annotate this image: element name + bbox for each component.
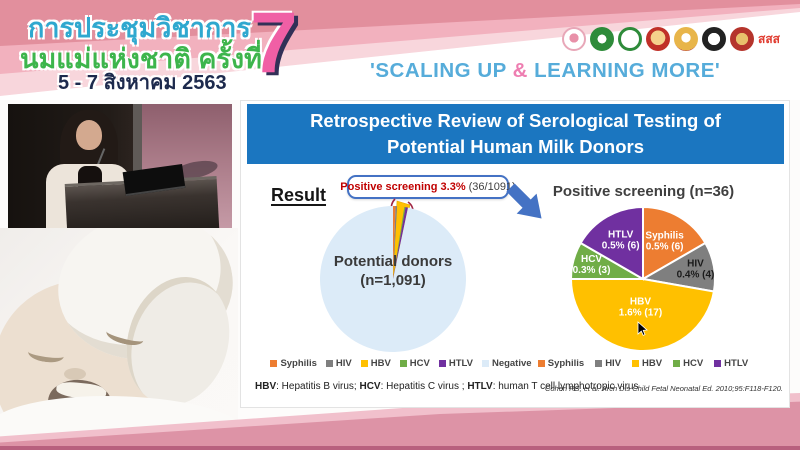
pie-slice-hbv (393, 206, 405, 279)
black-seal-logo-icon (702, 27, 726, 51)
bottom-edge-line (0, 446, 800, 450)
legend-swatch-syphilis (270, 360, 278, 367)
legend-swatch-hiv (595, 360, 603, 367)
pie-slice-syphilis (393, 206, 396, 279)
pie-slice-hcv (393, 206, 406, 279)
donors-legend: Syphilis HIV HBV HCV HTLV Negative (261, 358, 541, 369)
legend-label: Negative (491, 358, 532, 369)
green-seal-logo-icon (618, 27, 642, 51)
pie-label-hcv: HCV 0.3% (3) (573, 254, 611, 276)
pie-label-hiv: HIV 0.4% (4) (677, 259, 715, 281)
legend-swatch-hbv (632, 360, 640, 367)
legend-swatch-syphilis (537, 360, 545, 367)
legend-item-hiv: HIV (325, 358, 352, 369)
mother-child-logo-icon (562, 27, 586, 51)
positive-legend: Syphilis HIV HBV HCV HTLV (537, 358, 748, 369)
legend-label: Syphilis (280, 358, 317, 369)
legend-swatch-hcv (673, 360, 681, 367)
legend-label: HBV (370, 358, 391, 369)
positive-screening-title: Positive screening (n=36) (552, 183, 735, 200)
gold-crown-emblem-icon (674, 27, 698, 51)
cursor-arrow (637, 321, 648, 336)
presenter-video (8, 104, 232, 228)
pie-label-syphilis: Syphilis 0.5% (6) (645, 231, 684, 253)
positive-pie-chart: Syphilis 0.5% (6) HIV 0.4% (4) HBV 1.6% (17) H… (569, 205, 716, 352)
presenter-face (76, 120, 102, 150)
hbv-abbr: HBV (255, 381, 277, 392)
green-medical-logo-icon (590, 27, 614, 51)
legend-label: Syphilis (547, 358, 585, 369)
donors-label-line1: Potential donors (333, 253, 453, 270)
donors-pie-chart (320, 206, 466, 352)
legend-swatch-negative (481, 360, 489, 367)
pie-slice-htlv (579, 205, 644, 281)
conference-title-thai: การประชุมวิชาการ (28, 13, 251, 43)
legend-label: HTLV (448, 358, 473, 369)
red-gold-emblem-icon (646, 27, 670, 51)
baby-nose (64, 368, 86, 380)
legend-label: HIV (605, 358, 622, 369)
legend-label: HIV (335, 358, 352, 369)
red-seal-logo-icon (730, 27, 754, 51)
conference-date: 5 - 7 สิงหาคม 2563 (58, 72, 227, 94)
htlv-abbr: HTLV (467, 381, 493, 392)
htlv-text: : human T cell lymphotropic virus (492, 381, 639, 392)
slide-title-bar: Retrospective Review of Serological Test… (247, 104, 784, 164)
hcv-text: : Hepatitis C virus ; (380, 381, 468, 392)
donors-label-line2: (n=1,091) (360, 271, 426, 289)
stage-column (133, 104, 143, 228)
slide-panel: Retrospective Review of Serological Test… (240, 100, 790, 408)
hcv-abbr: HCV (359, 381, 381, 392)
legend-item-hcv: HCV (673, 358, 703, 369)
donors-center-label: Potential donors (n=1,091) (313, 253, 473, 291)
citation-text: Cohen RS, et al. Arch Dis Child Fetal Ne… (544, 384, 783, 393)
legend-swatch-htlv (714, 360, 722, 367)
legend-item-negative: Negative (481, 358, 532, 369)
tagline-open: 'SCALING UP (370, 59, 513, 82)
legend-swatch-htlv (438, 360, 446, 367)
conference-tagline: 'SCALING UP & LEARNING MORE' (370, 59, 795, 83)
pie-slice-negative (320, 206, 466, 352)
legend-swatch-hbv (360, 360, 368, 367)
pie-slice-hiv (393, 206, 398, 279)
legend-item-htlv: HTLV (438, 358, 473, 369)
legend-item-hiv: HIV (595, 358, 621, 369)
conference-header-banner: การประชุมวิชาการ นมแม่แห่งชาติ ครั้งที่ … (0, 0, 800, 100)
hbv-text: : Hepatitis B virus; (276, 381, 360, 392)
legend-label: HTLV (724, 358, 749, 369)
legend-swatch-hiv (325, 360, 333, 367)
edition-number: 7 (250, 0, 298, 91)
legend-label: HCV (409, 358, 430, 369)
conference-subtitle-thai: นมแม่แห่งชาติ ครั้งที่ (20, 44, 262, 74)
tagline-ampersand: & (512, 59, 528, 82)
legend-item-syphilis: Syphilis (537, 358, 585, 369)
mouse-cursor-icon (637, 321, 648, 336)
sponsor-logos: สสส (562, 27, 780, 51)
legend-item-hbv: HBV (360, 358, 391, 369)
legend-label: HBV (642, 358, 663, 369)
pie-label-htlv: HTLV 0.5% (6) (602, 229, 640, 251)
pie-slice-hbv (569, 278, 716, 352)
legend-item-htlv: HTLV (714, 358, 748, 369)
pie-label-hbv: HBV 1.6% (17) (619, 297, 662, 319)
positive-screening-callout: Positive screening 3.3% (36/1091) (340, 175, 516, 199)
sss-text-logo: สสส (758, 32, 780, 46)
legend-item-hbv: HBV (632, 358, 662, 369)
callout-detail-text: (36/1091) (468, 181, 516, 193)
tagline-close: LEARNING MORE' (527, 59, 721, 82)
legend-item-hcv: HCV (399, 358, 430, 369)
abbreviation-footnote: HBV: Hepatitis B virus; HCV: Hepatitis C… (255, 381, 639, 392)
callout-highlight-text: Positive screening 3.3% (340, 181, 466, 193)
legend-label: HCV (683, 358, 704, 369)
legend-item-syphilis: Syphilis (270, 358, 317, 369)
result-heading: Result (271, 185, 327, 205)
pie-slice-syphilis (642, 205, 707, 281)
pie-slice-htlv (393, 207, 409, 279)
legend-swatch-hcv (399, 360, 407, 367)
